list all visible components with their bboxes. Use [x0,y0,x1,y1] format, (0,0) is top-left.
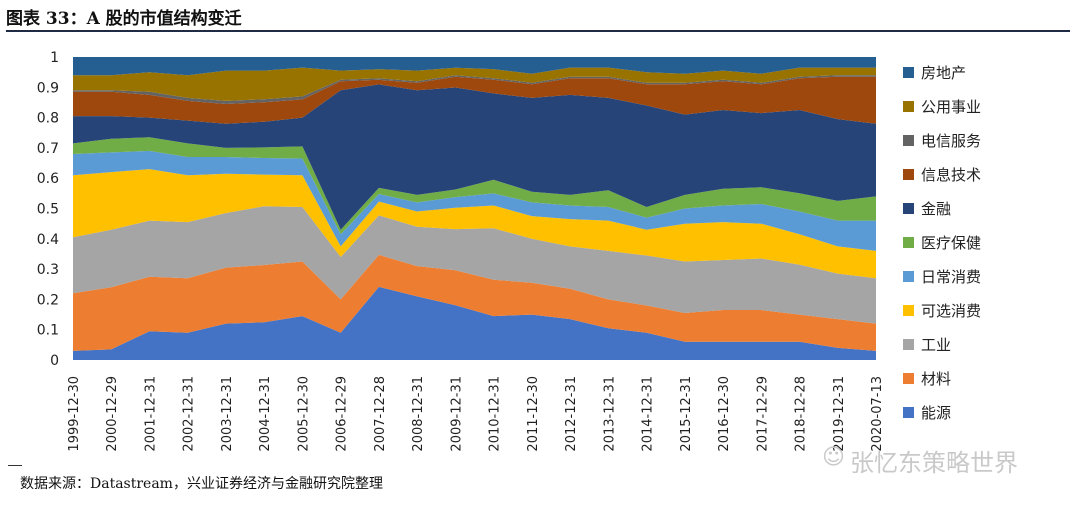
x-tick-label: 2000-12-29 [105,376,120,452]
legend-label: 医疗保健 [921,234,981,252]
area-series-7 [73,76,876,124]
legend-label: 可选消费 [921,302,981,320]
x-tick-label: 2005-12-30 [296,376,311,452]
y-tick-label: 0.4 [37,232,59,248]
x-tick-label: 2015-12-31 [679,376,694,452]
legend-swatch [903,271,914,282]
x-tick-label: 2012-12-31 [564,376,579,452]
x-tick-label: 2009-12-31 [449,376,464,452]
x-tick-label: 2013-12-31 [602,376,617,452]
y-tick-label: 0.6 [37,171,59,187]
legend-swatch [903,373,914,384]
x-tick-label: 2011-12-30 [526,376,541,452]
area-series-5 [73,137,876,235]
area-series-6 [73,84,876,230]
area-series-1 [73,254,876,351]
x-tick-label: 2007-12-28 [373,376,388,452]
watermark: 张忆东策略世界 [850,449,1018,477]
legend-swatch [903,305,914,316]
y-tick-label: 0.8 [37,111,59,127]
y-tick-label: 1 [50,50,59,66]
area-series-10 [73,57,876,76]
area-series-4 [73,150,876,251]
legend-swatch [903,203,914,214]
legend-label: 材料 [921,370,951,388]
x-tick-label: 2004-12-31 [258,376,273,452]
y-tick-label: 0.3 [37,262,59,278]
x-tick-label: 2020-07-13 [870,376,885,452]
legend-label: 房地产 [921,64,966,82]
y-tick-label: 0.1 [37,323,59,339]
x-tick-label: 2017-12-29 [755,376,770,452]
legend-swatch [903,67,914,78]
legend-swatch [903,135,914,146]
area-series-8 [73,75,876,104]
y-tick-label: 0.9 [37,80,59,96]
y-tick-label: 0 [50,353,59,369]
chart-title: 图表 33：A 股的市值结构变迁 [6,9,242,29]
x-tick-label: 2001-12-31 [143,376,158,452]
legend-label: 信息技术 [921,166,981,184]
y-tick-label: 0.7 [37,141,59,157]
area-series-0 [73,286,876,360]
y-tick-label: 0.5 [37,202,59,218]
legend-label: 金融 [921,200,951,218]
x-tick-label: 1999-12-30 [67,376,82,452]
x-tick-label: 2003-12-31 [220,376,235,452]
legend-label: 工业 [921,336,951,354]
footnote-mark [8,465,22,466]
x-tick-label: 2010-12-31 [488,376,503,452]
legend-label: 能源 [921,404,951,422]
y-tick-label: 0.2 [37,292,59,308]
source-note: 数据来源：Datastream，兴业证券经济与金融研究院整理 [20,476,383,492]
x-tick-label: 2014-12-31 [641,376,656,452]
area-series-3 [73,169,876,279]
legend-swatch [903,237,914,248]
x-tick-label: 2002-12-31 [182,376,197,452]
x-tick-label: 2016-12-30 [717,376,732,452]
legend-label: 公用事业 [921,98,981,116]
legend-swatch [903,101,914,112]
area-series-2 [73,206,876,324]
x-tick-label: 2006-12-29 [335,376,350,452]
x-tick-label: 2008-12-31 [411,376,426,452]
legend-swatch [903,407,914,418]
stacked-area-chart: 0 0.1 0.2 0.3 0.4 0.5 0.6 0.7 0.8 0.9 1 1999-12-30 2… [37,50,981,452]
wechat-icon: ☺ [822,445,845,470]
legend-swatch [903,169,914,180]
title-divider [6,30,1070,32]
legend-label: 电信服务 [921,132,981,150]
area-series-9 [73,67,876,101]
legend-label: 日常消费 [921,268,981,286]
x-tick-label: 2018-12-28 [794,376,809,452]
x-tick-label: 2019-12-31 [832,376,847,452]
legend-swatch [903,339,914,350]
